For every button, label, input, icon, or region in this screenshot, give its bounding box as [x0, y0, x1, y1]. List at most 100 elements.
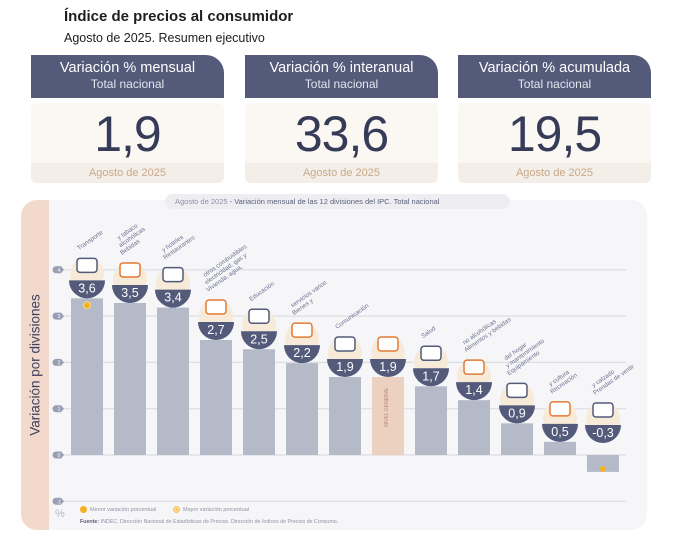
category-label-line: Salud: [420, 325, 437, 340]
y-tick-label: -1: [57, 499, 62, 505]
division-icon: [463, 359, 485, 375]
nivel-general-label: NIVEL GENERAL: [384, 387, 390, 427]
value-label: -0,3: [592, 426, 614, 440]
y-axis-unit: %: [55, 508, 65, 520]
y-tick-label: 4: [58, 268, 61, 274]
card-title: Variación % acumulada: [478, 60, 631, 76]
value-badge: [284, 345, 320, 364]
division-icon: [549, 401, 571, 417]
bar: [157, 307, 189, 455]
y-tick-label: 0: [58, 453, 61, 459]
value-label: 2,2: [293, 346, 310, 360]
chart-title: Agosto de 2025 - Variación mensual de la…: [165, 194, 510, 209]
category-label: Bienes yservicios varios: [287, 279, 332, 316]
y-tick-marker: [52, 451, 64, 459]
bar: [587, 455, 619, 472]
source-note: Fuente: INDEC, Dirección Nacional de Est…: [80, 519, 338, 525]
value-label: 1,4: [465, 383, 482, 397]
y-tick-marker: [52, 358, 64, 366]
card-footer: Agosto de 2025: [31, 163, 224, 183]
value-badge: [542, 423, 578, 442]
value-badge: [499, 405, 535, 424]
card-header: Variación % interanual Total nacional: [245, 55, 438, 98]
bar: [458, 400, 490, 455]
division-icon: [506, 382, 528, 399]
card-footer: Agosto de 2025: [458, 163, 651, 183]
bar: [243, 349, 275, 455]
division-icon: [76, 257, 98, 274]
card-footer: Agosto de 2025: [245, 163, 438, 183]
value-label: 0,9: [508, 406, 525, 420]
value-label: 3,4: [164, 291, 181, 305]
y-tick-marker: [52, 312, 64, 320]
value-badge: [241, 331, 277, 350]
card-accumulated: Variación % acumulada Total nacional 19,…: [458, 55, 651, 183]
card-body: 33,6 Agosto de 2025: [245, 103, 438, 183]
legend-max: Mayor variación porcentual: [173, 506, 249, 513]
y-tick-marker: [52, 405, 64, 413]
chart-title-text: - Variación mensual de las 12 divisiones…: [227, 197, 440, 206]
source-label: Fuente:: [80, 519, 100, 525]
min-marker: [600, 466, 606, 472]
value-badge: [155, 289, 191, 308]
value-label: 1,9: [336, 360, 353, 374]
value-badge: [413, 368, 449, 387]
value-label: 3,6: [78, 281, 95, 295]
card-value: 33,6: [294, 106, 389, 162]
card-yearly: Variación % interanual Total nacional 33…: [245, 55, 438, 183]
division-icon: [377, 336, 399, 352]
bar: [501, 423, 533, 455]
bar: [286, 363, 318, 455]
card-header: Variación % mensual Total nacional: [31, 55, 224, 98]
value-label: 0,5: [551, 425, 568, 439]
bar: [415, 386, 447, 455]
bar: [329, 377, 361, 455]
y-tick-marker: [52, 497, 64, 505]
y-tick-label: 1: [58, 407, 61, 413]
category-label-line: Transporte: [76, 229, 105, 252]
category-label: Bebidasalcohólicasy tabaco: [111, 220, 151, 256]
value-badge: [112, 284, 148, 303]
bar-nivel-general: [372, 377, 404, 455]
source-text: INDEC, Dirección Nacional de Estadística…: [99, 519, 339, 525]
page-title: Índice de precios al consumidor: [64, 8, 294, 25]
max-dot-icon: [173, 506, 180, 513]
y-tick-label: 2: [58, 360, 61, 366]
y-axis-strip: [21, 200, 49, 530]
card-subtitle: Total nacional: [90, 77, 165, 91]
card-subtitle: Total nacional: [304, 77, 379, 91]
value-label: 2,7: [207, 323, 224, 337]
category-label: Alimentos y bebidasno alcohólicas: [459, 311, 512, 354]
value-badge: [370, 359, 406, 378]
value-label: 2,5: [250, 332, 267, 346]
legend-max-label: Mayor variación porcentual: [183, 506, 250, 513]
bar: [71, 298, 103, 455]
category-label: Vivienda, agua,electricidad, gas yotros …: [197, 243, 256, 293]
card-body: 19,5 Agosto de 2025: [458, 103, 651, 183]
category-label-line: Educación: [248, 280, 276, 303]
division-icon: [592, 402, 614, 418]
division-icon: [334, 336, 356, 352]
value-badge: [585, 425, 621, 443]
card-monthly: Variación % mensual Total nacional 1,9 A…: [31, 55, 224, 183]
y-tick-marker: [52, 266, 64, 274]
value-label: 1,9: [379, 360, 396, 374]
card-title: Variación % interanual: [269, 60, 414, 76]
min-dot-icon: [80, 506, 87, 513]
page-subtitle: Agosto de 2025. Resumen ejecutivo: [64, 31, 265, 45]
value-badge: [198, 321, 234, 340]
max-marker: [83, 301, 91, 310]
division-icon: [162, 266, 184, 283]
value-badge: [327, 359, 363, 378]
category-label: Restaurantesy hoteles: [158, 229, 196, 262]
category-label: Equipamientoy mantenimientodel hogar: [498, 332, 550, 377]
card-value: 1,9: [94, 106, 162, 162]
division-icon: [119, 262, 141, 278]
division-icon: [205, 299, 227, 315]
value-badge: [456, 382, 492, 401]
card-subtitle: Total nacional: [517, 77, 592, 91]
value-label: 3,5: [121, 286, 138, 300]
card-header: Variación % acumulada Total nacional: [458, 55, 651, 98]
bar: [200, 339, 232, 455]
